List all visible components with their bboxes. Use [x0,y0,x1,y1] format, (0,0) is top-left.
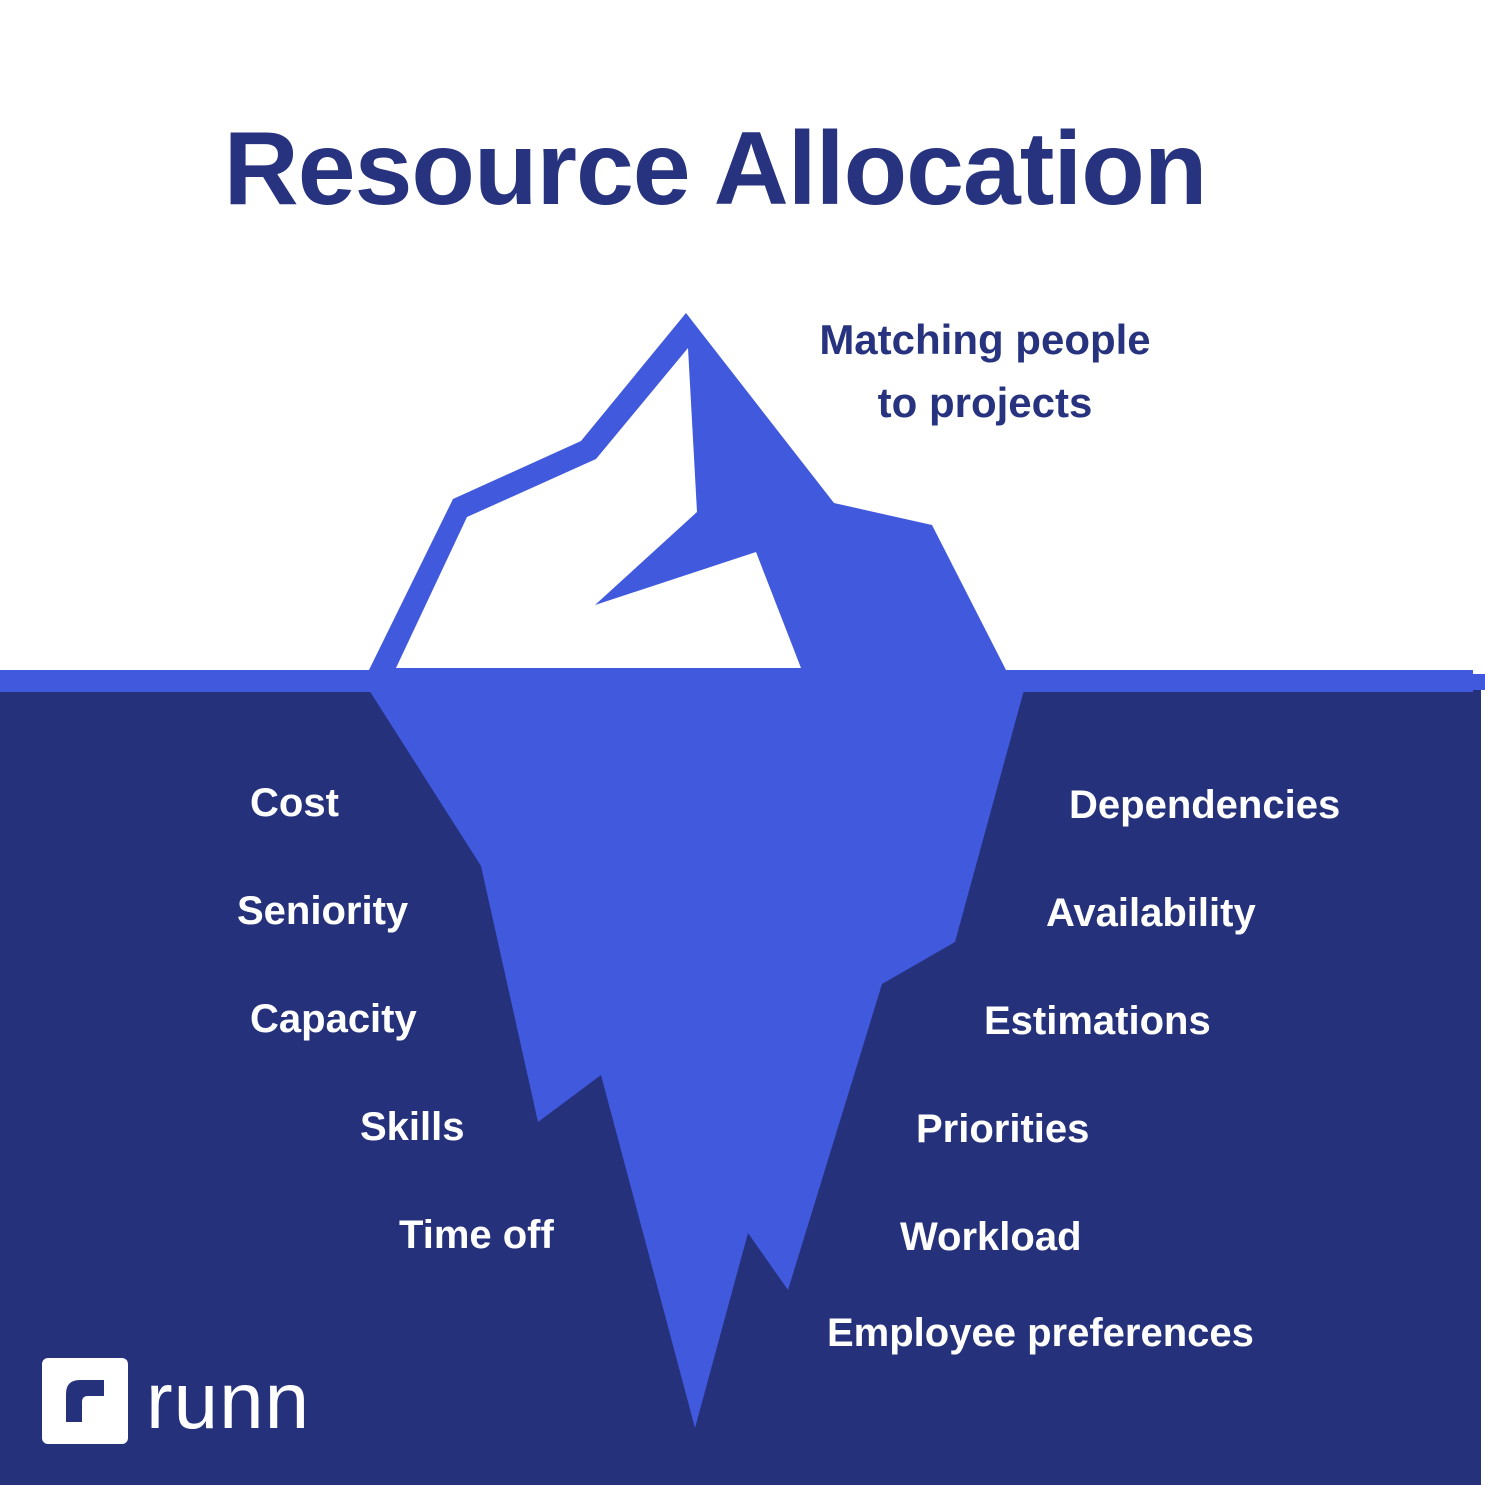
tip-label: Matching people to projects [780,308,1190,434]
factor-dependencies: Dependencies [1069,783,1341,827]
waterline [0,670,1473,692]
page-title: Resource Allocation [223,111,1208,227]
factor-time-off: Time off [399,1213,554,1257]
brand-name: runn [146,1356,311,1445]
factor-capacity: Capacity [250,997,417,1041]
factor-seniority: Seniority [237,889,409,933]
factor-employee-preferences: Employee preferences [827,1311,1254,1355]
iceberg-highlight [396,348,801,668]
tip-label-line-1: Matching people [819,316,1151,363]
factor-priorities: Priorities [916,1107,1090,1151]
factor-skills: Skills [360,1105,465,1149]
factor-cost: Cost [250,781,339,825]
iceberg-submerged [369,690,1024,1428]
factor-estimations: Estimations [984,999,1211,1043]
waterline-edge [1473,674,1485,690]
right-border [1481,690,1485,1485]
factor-availability: Availability [1046,891,1256,935]
runn-logo: runn [42,1358,310,1444]
tip-label-line-2: to projects [877,379,1093,426]
runn-logo-icon [42,1358,128,1444]
factor-workload: Workload [900,1215,1082,1259]
